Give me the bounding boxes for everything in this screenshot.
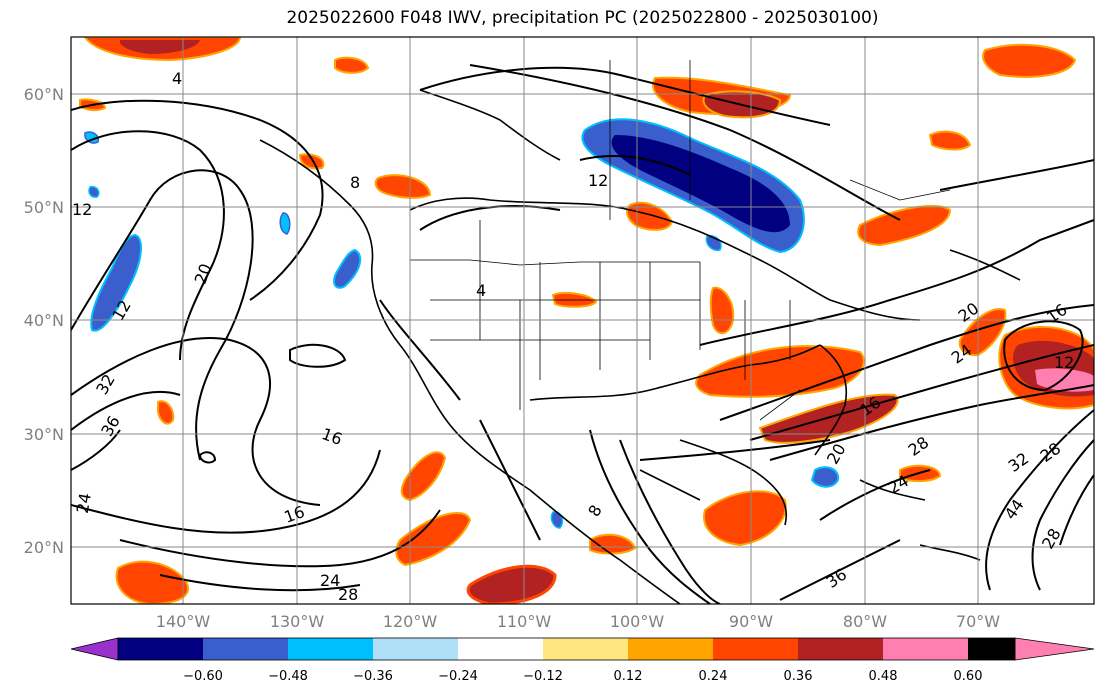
contour-label: 28 <box>338 585 358 604</box>
colorbar-segment <box>713 638 798 660</box>
colorbar-tick-label: −0.24 <box>438 669 478 684</box>
contour-label: 8 <box>350 173 360 192</box>
precip-shading <box>79 37 1094 604</box>
positive-anomaly-west-coast-1 <box>334 56 370 74</box>
colorbar: −0.60 −0.48 −0.36 −0.24 −0.12 0.12 0.24 … <box>70 637 1095 684</box>
lon-label-80w: 80°W <box>843 612 887 631</box>
lon-label-70w: 70°W <box>956 612 1000 631</box>
colorbar-segment <box>798 638 883 660</box>
colorbar-tick-label: 0.36 <box>784 669 813 684</box>
negative-anomaly-small-2 <box>279 212 291 235</box>
iwv-contours <box>71 64 1094 604</box>
colorbar-tick-label: −0.36 <box>353 669 393 684</box>
contour-label: 12 <box>1054 353 1074 372</box>
colorbar-segment <box>543 638 628 660</box>
colorbar-segment <box>203 638 288 660</box>
positive-anomaly-west-coast-2 <box>298 153 325 170</box>
coastlines <box>259 89 1021 604</box>
colorbar-segment <box>118 638 203 660</box>
positive-anomaly-great-lakes <box>626 201 674 231</box>
lon-label-120w: 120°W <box>383 612 438 631</box>
lat-label-30n: 30°N <box>24 425 64 444</box>
colorbar-segment <box>628 638 713 660</box>
contour-label: 24 <box>320 571 340 590</box>
positive-anomaly-baja <box>400 451 447 502</box>
contour-label: 12 <box>588 171 608 190</box>
graticule <box>71 37 1094 604</box>
lon-label-100w: 100°W <box>610 612 665 631</box>
positive-anomaly-greenland <box>982 43 1077 78</box>
colorbar-high-extend <box>1014 637 1095 661</box>
positive-anomaly-caribbean <box>703 490 787 547</box>
colorbar-tick-label: 0.12 <box>614 669 643 684</box>
contour-label: 24 <box>73 491 95 514</box>
colorbar-low-extend <box>70 637 119 661</box>
colorbar-tick-label: −0.60 <box>183 669 223 684</box>
contour-label: 4 <box>476 281 486 300</box>
latitude-axis: 60°N 50°N 40°N 30°N 20°N <box>24 85 64 557</box>
negative-anomaly-pacific-west <box>90 233 142 332</box>
contour-label: 4 <box>172 69 182 88</box>
positive-anomaly-north-top-core <box>119 40 200 54</box>
colorbar-tick-label: 0.24 <box>699 669 728 684</box>
lat-label-50n: 50°N <box>24 198 64 217</box>
lon-label-110w: 110°W <box>497 612 552 631</box>
colorbar-tick-label: 0.60 <box>954 669 983 684</box>
map-plot-area: 12 20 12 8 4 16 16 24 28 36 32 24 16 24 … <box>70 36 1095 605</box>
lon-label-140w: 140°W <box>156 612 211 631</box>
map-frame <box>70 36 1095 605</box>
positive-anomaly-pacific-small <box>157 400 175 425</box>
positive-anomaly-sw-corner <box>115 560 190 604</box>
colorbar-segment <box>458 638 543 660</box>
colorbar-segment <box>288 638 373 660</box>
lat-label-60n: 60°N <box>24 85 64 104</box>
positive-anomaly-mexico-2 <box>589 533 637 555</box>
colorbar-tick-label: −0.48 <box>268 669 308 684</box>
lon-label-90w: 90°W <box>729 612 773 631</box>
colorbar-segment <box>883 638 968 660</box>
positive-anomaly-east-north <box>928 130 972 151</box>
contour-label: 12 <box>72 200 92 219</box>
colorbar-segment <box>373 638 458 660</box>
positive-anomaly-south-pacific <box>466 564 557 604</box>
positive-max-atlantic <box>1035 368 1094 392</box>
lon-label-130w: 130°W <box>270 612 325 631</box>
positive-anomaly-hudson <box>857 204 952 247</box>
negative-anomaly-small-5 <box>88 185 100 198</box>
colorbar-tick-label: −0.12 <box>523 669 563 684</box>
lat-label-40n: 40°N <box>24 311 64 330</box>
lat-label-20n: 20°N <box>24 538 64 557</box>
positive-anomaly-central-us <box>709 286 735 335</box>
negative-core-canada <box>611 135 790 233</box>
positive-anomaly-ne-coast <box>958 308 1007 357</box>
colorbar-frame <box>117 637 1016 661</box>
negative-anomaly-pacific-nw <box>333 248 362 289</box>
colorbar-segment <box>968 638 1015 660</box>
colorbar-tick-label: 0.48 <box>869 669 898 684</box>
longitude-axis: 140°W 130°W 120°W 110°W 100°W 90°W 80°W … <box>156 612 1000 631</box>
positive-anomaly-mexico-pacific <box>395 511 472 567</box>
negative-anomaly-florida <box>810 466 840 488</box>
map-title: 2025022600 F048 IWV, precipitation PC (2… <box>286 8 879 28</box>
